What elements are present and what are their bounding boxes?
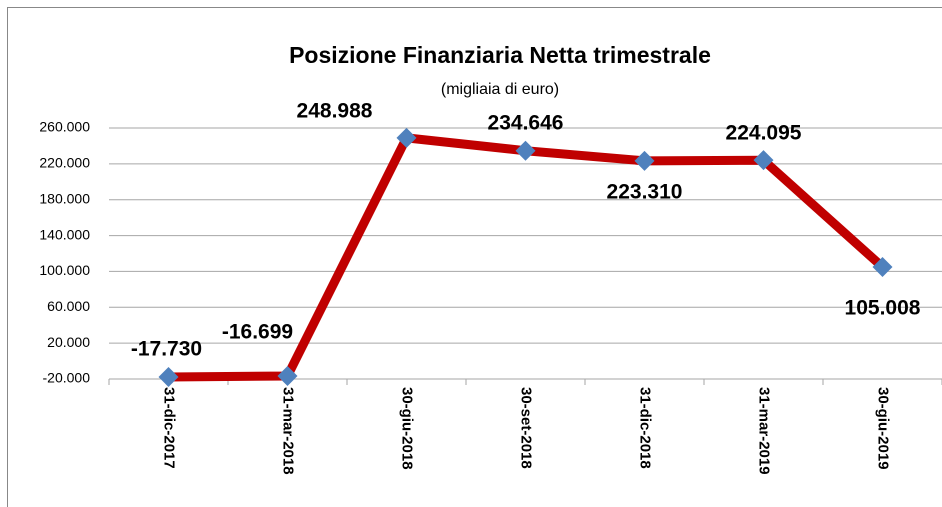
y-tick-label: 220.000 — [39, 155, 90, 171]
y-tick-label: 140.000 — [39, 226, 90, 242]
data-label: 223.310 — [607, 180, 683, 203]
marker — [515, 140, 536, 161]
y-tick-label: 180.000 — [39, 190, 90, 206]
marker — [872, 256, 893, 277]
y-tick-label: -20.000 — [43, 370, 91, 386]
x-tick-label: 30-giu-2018 — [399, 387, 416, 470]
marker — [277, 366, 298, 387]
y-tick-label: 60.000 — [47, 298, 90, 314]
marker — [753, 150, 774, 171]
chart-subtitle: (migliaia di euro) — [441, 81, 559, 98]
data-label: 224.095 — [726, 122, 802, 145]
chart-border — [7, 7, 942, 507]
data-label: 234.646 — [488, 111, 564, 134]
data-label: 105.008 — [845, 296, 921, 319]
y-tick-label: 20.000 — [47, 334, 90, 350]
y-tick-label: 260.000 — [39, 119, 90, 135]
chart-title: Posizione Finanziaria Netta trimestrale — [289, 42, 711, 68]
x-tick-label: 31-dic-2018 — [637, 387, 654, 469]
marker — [634, 150, 655, 171]
data-label: 248.988 — [297, 99, 373, 122]
marker — [158, 366, 179, 387]
data-label: -17.730 — [131, 338, 202, 361]
x-tick-label: 31-mar-2019 — [756, 387, 773, 475]
x-tick-label: 30-set-2018 — [518, 387, 535, 469]
y-tick-label: 100.000 — [39, 262, 90, 278]
data-label: -16.699 — [222, 321, 293, 344]
x-tick-label: 31-mar-2018 — [280, 387, 297, 475]
x-tick-label: 30-giu-2019 — [875, 387, 892, 470]
marker — [396, 127, 417, 148]
x-tick-label: 31-dic-2017 — [161, 387, 178, 469]
